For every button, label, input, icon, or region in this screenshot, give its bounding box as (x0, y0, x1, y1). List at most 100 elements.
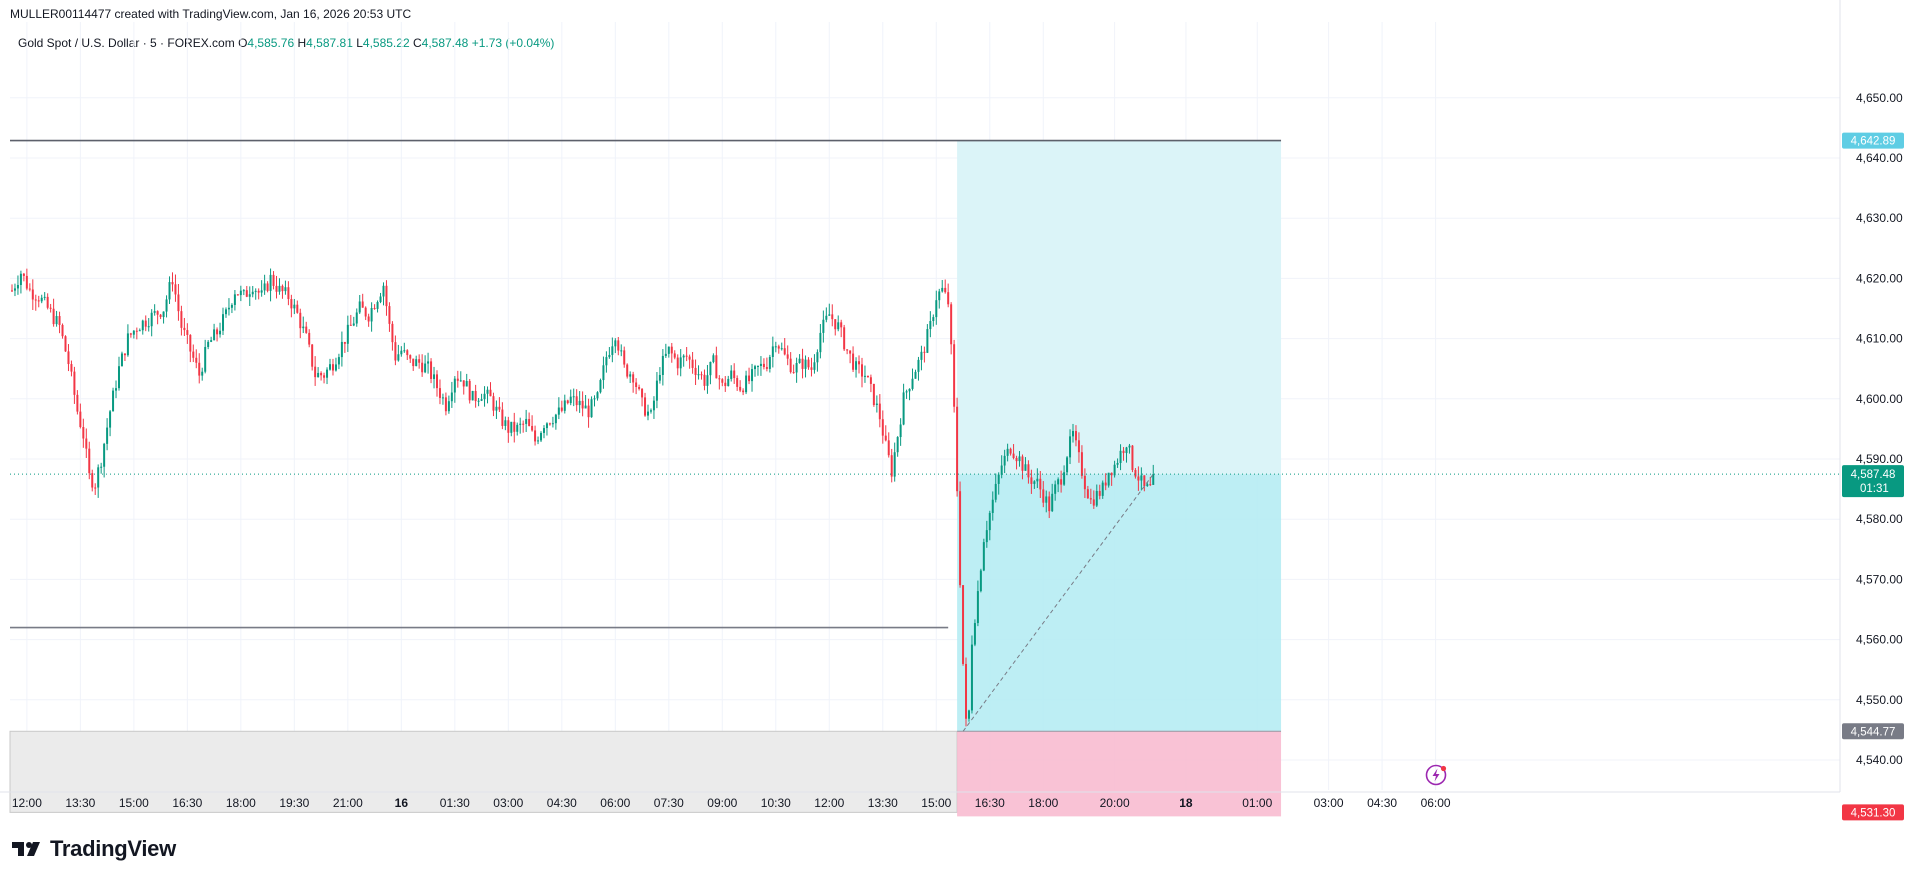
candle-body (323, 375, 326, 378)
candle-body (551, 423, 554, 425)
x-tick-label: 16 (395, 796, 409, 810)
candle-body (22, 273, 25, 276)
candle-body (216, 329, 219, 335)
candle-body (1060, 479, 1063, 485)
candle-body (950, 304, 953, 345)
candle-body (34, 299, 37, 301)
candle-body (991, 499, 994, 513)
candle-body (156, 311, 159, 315)
x-tick-label: 16:30 (975, 796, 1005, 810)
x-tick-label: 13:30 (65, 796, 95, 810)
candle-body (331, 364, 334, 371)
candle-body (55, 316, 58, 325)
candle-body (195, 357, 198, 363)
chart-grid (10, 22, 1840, 790)
last-price-badge: 4,587.48 (1851, 469, 1896, 481)
candle-body (281, 285, 284, 292)
candle-body (911, 378, 914, 389)
candle-body (159, 314, 162, 318)
x-tick-label: 03:00 (1314, 796, 1344, 810)
candle-body (13, 288, 16, 291)
candle-body (1152, 474, 1155, 485)
candle-body (153, 311, 156, 313)
candle-body (611, 346, 614, 355)
y-tick-label: 4,630.00 (1856, 211, 1903, 225)
x-tick-label: 01:00 (1242, 796, 1272, 810)
x-tick-label: 21:00 (333, 796, 363, 810)
candle-body (37, 300, 40, 302)
candle-body (358, 301, 361, 313)
candle-body (1137, 476, 1140, 481)
candle-body (174, 284, 177, 295)
candle-body (367, 316, 370, 322)
symbol-name[interactable]: Gold Spot / U.S. Dollar · 5 · FOREX.com (18, 36, 235, 50)
candle-body (843, 327, 846, 350)
candle-body (254, 290, 257, 292)
candle-body (994, 483, 997, 500)
alert-lightning-icon[interactable] (1425, 764, 1447, 786)
candle-body (810, 367, 813, 370)
candle-body (287, 287, 290, 300)
target-price-badge: 4,642.89 (1851, 136, 1896, 148)
candle-body (667, 346, 670, 354)
candle-body (168, 282, 171, 300)
candle-body (965, 663, 968, 719)
candle-body (227, 307, 230, 310)
candle-body (376, 302, 379, 309)
x-tick-label: 01:30 (440, 796, 470, 810)
candle-body (759, 363, 762, 366)
candle-body (953, 344, 956, 407)
candle-body (831, 314, 834, 320)
candle-body (52, 308, 55, 325)
candle-body (317, 372, 320, 378)
x-tick-label: 06:00 (600, 796, 630, 810)
candle-body (447, 401, 450, 412)
candle-body (483, 393, 486, 400)
candle-body (177, 294, 180, 312)
position-zones (9, 140, 1282, 817)
candle-body (25, 275, 28, 289)
candle-body (513, 421, 516, 432)
candle-body (887, 440, 890, 456)
candle-body (456, 378, 459, 381)
candle-body (795, 362, 798, 373)
candle-body (1027, 464, 1030, 478)
candle-body (46, 296, 49, 308)
candle-body (685, 355, 688, 357)
candle-body (308, 332, 311, 345)
candle-body (379, 296, 382, 303)
open-value: 4,585.76 (247, 36, 295, 50)
candle-body (1143, 475, 1146, 487)
candle-body (626, 364, 629, 377)
candle-body (224, 309, 227, 315)
candle-body (929, 321, 932, 330)
candle-body (988, 512, 991, 531)
candle-body (774, 346, 777, 348)
candle-body (516, 424, 519, 432)
candle-body (545, 423, 548, 429)
candle-body (849, 350, 852, 354)
candle-body (1089, 498, 1092, 500)
candle-body (798, 358, 801, 363)
candle-body (489, 389, 492, 397)
candle-body (198, 362, 201, 376)
candle-body (507, 420, 510, 433)
candle-body (1095, 490, 1098, 506)
candle-body (418, 359, 421, 363)
candle-body (736, 378, 739, 387)
candle-body (846, 349, 849, 351)
candle-body (804, 359, 807, 369)
axes: 4,540.00 4,550.00 4,560.00 4,570.00 4,580.00… (0, 0, 1903, 810)
candle-body (822, 319, 825, 333)
candle-body (905, 391, 908, 393)
candle-body (207, 341, 210, 347)
support-zone (9, 730, 958, 813)
candle-body (825, 315, 828, 320)
candle-body (649, 410, 652, 412)
trend-dashed-line (962, 473, 1154, 732)
candle-body (162, 311, 165, 318)
tradingview-logo[interactable]: TradingView (12, 836, 176, 862)
candle-body (1048, 496, 1051, 512)
candle-body (548, 423, 551, 425)
